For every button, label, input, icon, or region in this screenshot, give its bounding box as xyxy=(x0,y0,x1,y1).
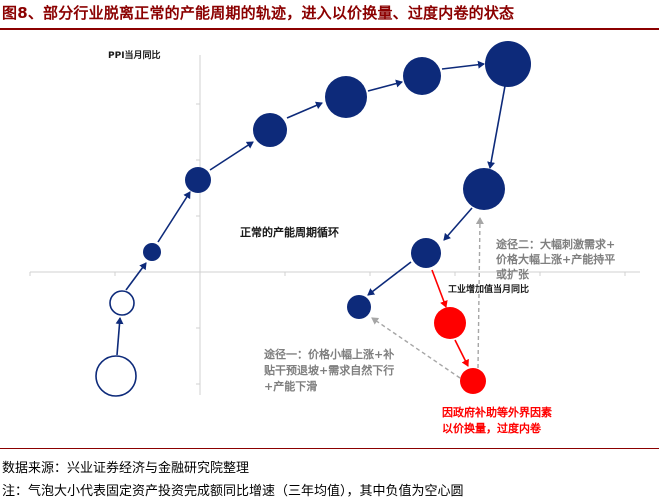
bubble-navy-8 xyxy=(411,238,441,268)
normal-cycle-arrows xyxy=(115,60,506,356)
bubble-navy-1 xyxy=(143,243,161,261)
x-axis-label: 工业增加值当月同比 xyxy=(448,283,529,295)
path1-label: 途径一：价格小幅上涨+补 贴干预退坡+需求自然下行 +产能下滑 xyxy=(263,347,394,393)
x-axis-ticks xyxy=(29,272,626,276)
source-note: 数据来源：兴业证券经济与金融研究院整理 xyxy=(2,461,250,476)
external-factor-label: 因政府补助等外界因素 以价换量，过度内卷 xyxy=(442,405,552,435)
bubble-navy-6 xyxy=(485,41,531,87)
involution-arrows xyxy=(431,269,469,367)
bubble-navy-5 xyxy=(403,57,441,95)
svg-text:途径一：价格小幅上涨+补: 途径一：价格小幅上涨+补 xyxy=(264,347,394,361)
svg-text:价格大幅上涨+产能持平: 价格大幅上涨+产能持平 xyxy=(496,252,615,266)
figure-title: 图8、部分行业脱离正常的产能周期的轨迹，进入以价换量、过度内卷的状态 xyxy=(2,4,515,22)
capacity-cycle-diagram: PPI当月同比 工业增加值当月同比 正常的产能周期循环 途径一：价格小幅上涨+补 xyxy=(29,41,640,435)
exit-path-arrows xyxy=(371,217,484,379)
bubble-navy-9 xyxy=(347,295,371,319)
bubble-hollow-large xyxy=(95,355,137,397)
normal-cycle-label: 正常的产能周期循环 xyxy=(240,225,339,239)
y-axis-ticks xyxy=(196,103,200,385)
svg-text:+产能下滑: +产能下滑 xyxy=(264,379,317,393)
footer-divider xyxy=(0,448,659,449)
bubble-red-1 xyxy=(434,307,466,339)
svg-text:途径二：大幅刺激需求+: 途径二：大幅刺激需求+ xyxy=(496,237,615,251)
bubble-navy-7 xyxy=(463,168,505,210)
bubble-navy-3 xyxy=(253,113,287,147)
path2-label: 途径二：大幅刺激需求+ 价格大幅上涨+产能持平 或扩张 xyxy=(496,237,615,281)
bubble-hollow-small xyxy=(109,290,135,316)
bubble-red-2 xyxy=(460,368,486,394)
bubble-navy-4 xyxy=(325,76,367,118)
legend-note: 注：气泡大小代表固定资产投资完成额同比增速（三年均值），其中负值为空心圆 xyxy=(2,484,464,499)
bubble-navy-2 xyxy=(185,167,211,193)
svg-text:贴干预退坡+需求自然下行: 贴干预退坡+需求自然下行 xyxy=(263,363,394,377)
y-axis-label: PPI当月同比 xyxy=(108,49,161,61)
svg-text:以价换量，过度内卷: 以价换量，过度内卷 xyxy=(442,421,542,435)
svg-text:或扩张: 或扩张 xyxy=(496,267,530,281)
title-divider xyxy=(0,28,659,30)
svg-text:因政府补助等外界因素: 因政府补助等外界因素 xyxy=(442,405,552,419)
